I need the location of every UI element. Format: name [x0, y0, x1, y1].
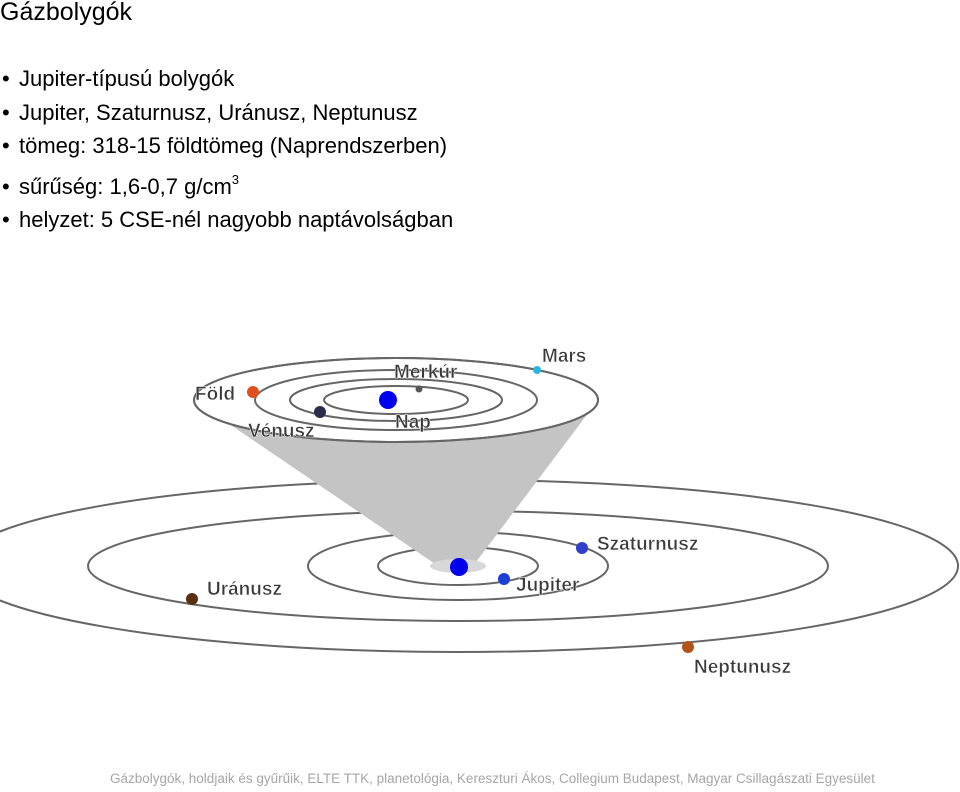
sun-icon — [379, 391, 397, 409]
bullet-item: • Jupiter-típusú bolygók — [2, 62, 453, 96]
label-uranus: Uránusz — [207, 579, 282, 600]
bullet-item: • helyzet: 5 CSE-nél nagyobb naptávolságb… — [2, 203, 453, 237]
mars-icon — [533, 366, 541, 374]
uranus-icon — [186, 593, 198, 605]
bullet-icon: • — [2, 207, 10, 232]
bullet-icon: • — [2, 66, 10, 91]
venus-orbit — [289, 378, 503, 422]
bullet-item: • tömeg: 318-15 földtömeg (Naprendszerben… — [2, 129, 453, 163]
earth-icon — [247, 386, 259, 398]
label-earth: Föld — [195, 384, 235, 405]
bullet-list: • Jupiter-típusú bolygók • Jupiter, Szatur… — [2, 62, 453, 237]
sun-outer-icon — [450, 558, 468, 576]
label-neptune: Neptunusz — [694, 657, 791, 678]
label-sun: Nap — [395, 412, 431, 433]
bullet-icon: • — [2, 173, 10, 199]
bullet-item: • Jupiter, Szaturnusz, Uránusz, Neptunusz — [2, 96, 453, 130]
solar-system-diagram: Mars Merkúr Föld Nap Vénusz Szaturnusz J… — [0, 346, 959, 678]
slide-footer: Gázbolygók, holdjaik és gyűrűik, ELTE TT… — [110, 771, 875, 786]
jupiter-icon — [498, 573, 510, 585]
label-venus: Vénusz — [248, 421, 315, 442]
slide-title: Gázbolygók — [0, 0, 133, 26]
density-superscript: 3 — [231, 171, 240, 187]
label-saturn: Szaturnusz — [597, 534, 698, 555]
venus-icon — [314, 406, 326, 418]
mercury-orbit — [323, 385, 469, 415]
neptune-icon — [682, 641, 694, 653]
bullet-item: • sűrűség: 1,6-0,7 g/cm3 — [2, 163, 453, 204]
label-mercury: Merkúr — [394, 362, 458, 383]
bullet-icon: • — [2, 133, 10, 158]
mars-orbit — [193, 357, 599, 443]
earth-orbit — [254, 369, 538, 431]
bullet-icon: • — [2, 99, 10, 125]
label-mars: Mars — [542, 346, 586, 367]
saturn-icon — [576, 542, 588, 554]
gravity-cone — [194, 400, 598, 570]
label-jupiter: Jupiter — [516, 575, 580, 596]
mercury-icon — [415, 385, 423, 393]
